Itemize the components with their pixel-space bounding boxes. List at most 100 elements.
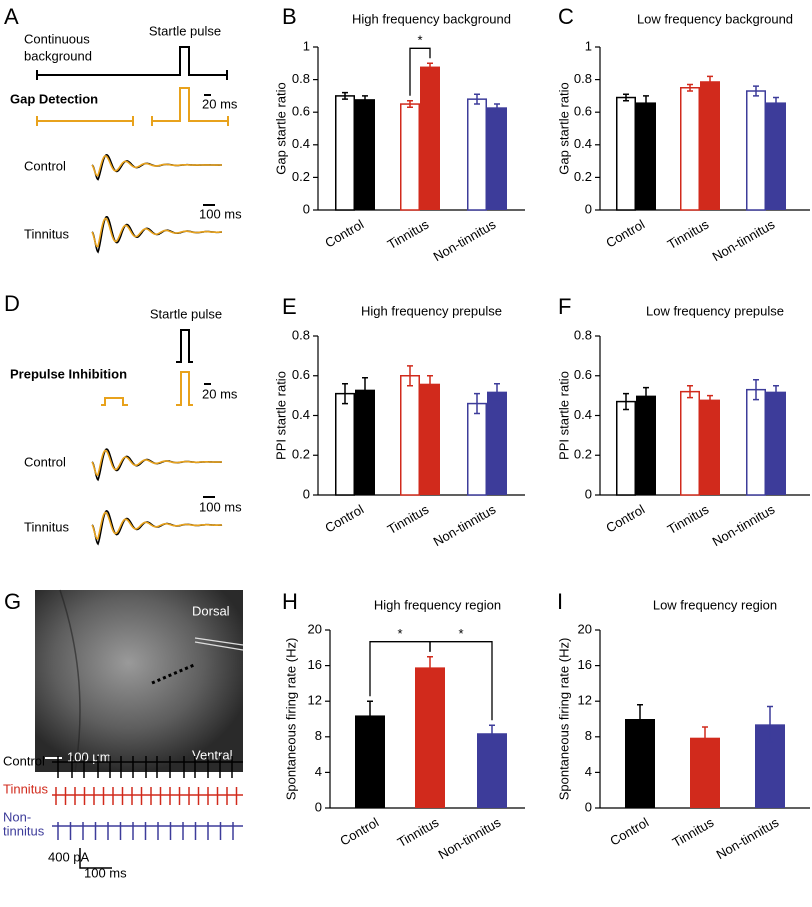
y-axis-label: Gap startle ratio: [556, 82, 571, 175]
stimulus-trace: [36, 87, 229, 126]
label: 100 ms: [84, 865, 127, 880]
y-tick-label: 0.4: [292, 407, 310, 422]
x-tick-label: Control: [603, 502, 647, 536]
bar: [766, 102, 786, 210]
label: Continuous: [24, 31, 90, 46]
y-tick-label: 1: [585, 38, 592, 53]
error-bar: [489, 724, 495, 742]
y-tick-label: 0.2: [292, 169, 310, 184]
bar: [700, 81, 720, 210]
bar: [355, 715, 385, 808]
y-tick-label: 0.6: [574, 104, 592, 119]
y-tick-label: 0: [585, 486, 592, 501]
y-tick-label: 0.8: [292, 71, 310, 86]
y-tick-label: 20: [308, 621, 322, 636]
y-tick-label: 0.8: [574, 71, 592, 86]
label: Control: [24, 158, 66, 173]
annotation: *: [417, 33, 422, 48]
y-tick-label: 0: [303, 201, 310, 216]
error-bar: [494, 103, 500, 112]
y-tick-label: 4: [315, 764, 322, 779]
error-bar: [342, 91, 348, 100]
panel-label: G: [4, 589, 21, 614]
bar: [680, 87, 700, 211]
y-tick-label: 0: [303, 486, 310, 501]
x-tick-label: Non-tinnitus: [710, 501, 778, 549]
error-bar: [773, 96, 779, 109]
x-tick-label: Tinnitus: [395, 814, 442, 850]
y-axis-label: Spontaneous firing rate (Hz): [283, 638, 298, 801]
chart: H High frequency region Spontaneous firing…: [282, 589, 525, 862]
bar: [746, 90, 766, 211]
y-tick-label: 4: [585, 764, 592, 779]
bar: [487, 107, 507, 210]
bar: [477, 733, 507, 808]
error-bar: [643, 386, 649, 405]
bar: [467, 98, 487, 211]
bar: [766, 391, 786, 495]
panel-label: B: [282, 4, 297, 29]
bar: [420, 66, 440, 210]
bar: [335, 95, 355, 211]
label: Dorsal: [192, 603, 230, 618]
bar: [415, 667, 445, 808]
x-tick-label: Control: [337, 815, 381, 849]
error-bar: [687, 83, 693, 92]
label: 400 pA: [48, 849, 90, 864]
panel-label: D: [4, 291, 20, 316]
error-bar: [494, 382, 500, 401]
error-bar: [474, 93, 480, 105]
label: Startle pulse: [150, 306, 222, 321]
error-bar: [362, 376, 368, 403]
y-tick-label: 0.8: [574, 327, 592, 342]
label: background: [24, 48, 92, 63]
error-bar: [753, 378, 759, 401]
label: Startle pulse: [149, 23, 221, 38]
dotted-line: [151, 663, 195, 685]
bar: [690, 737, 720, 808]
error-bar: [427, 62, 433, 71]
panel-label: H: [282, 589, 298, 614]
y-axis-label: PPI startle ratio: [273, 371, 288, 460]
error-bar: [367, 700, 373, 731]
chart-title: Low frequency region: [653, 597, 777, 612]
x-tick-label: Non-tinnitus: [710, 216, 778, 264]
annotation: *: [397, 626, 402, 641]
chart: E High frequency prepulse PPI startle rati…: [273, 294, 525, 549]
y-tick-label: 1: [303, 38, 310, 53]
label: Ventral: [192, 747, 233, 762]
bar: [355, 99, 375, 210]
x-tick-label: Non-tinnitus: [436, 814, 504, 862]
error-bar: [407, 100, 413, 109]
y-axis-label: Gap startle ratio: [273, 82, 288, 175]
y-tick-label: 8: [315, 728, 322, 743]
y-tick-label: 0: [585, 201, 592, 216]
error-bar: [623, 392, 629, 411]
error-bar: [753, 85, 759, 97]
x-tick-label: Control: [603, 217, 647, 251]
waveform: [91, 511, 222, 540]
error-bar: [707, 75, 713, 87]
y-tick-label: 12: [578, 693, 592, 708]
image-feature: [59, 589, 81, 773]
chart: F Low frequency prepulse PPI startle ratio…: [556, 294, 810, 549]
annotation: *: [458, 626, 463, 641]
bar: [636, 102, 656, 210]
error-bar: [342, 382, 348, 405]
chart: C Low frequency background Gap startle rat…: [556, 4, 810, 264]
y-tick-label: 16: [578, 657, 592, 672]
x-tick-label: Non-tinnitus: [431, 501, 499, 549]
waveform: [91, 155, 222, 177]
y-tick-label: 0: [315, 799, 322, 814]
label: Tinnitus: [24, 226, 70, 241]
y-axis-label: PPI startle ratio: [556, 371, 571, 460]
error-bar: [427, 375, 433, 393]
chart-title: High frequency prepulse: [361, 303, 502, 318]
panel-label: C: [558, 4, 574, 29]
stimulus-trace: [101, 397, 128, 406]
stimulus-trace: [176, 371, 193, 406]
panel-label: I: [557, 589, 563, 614]
label: Prepulse Inhibition: [10, 366, 127, 381]
label: Non-: [3, 809, 31, 824]
